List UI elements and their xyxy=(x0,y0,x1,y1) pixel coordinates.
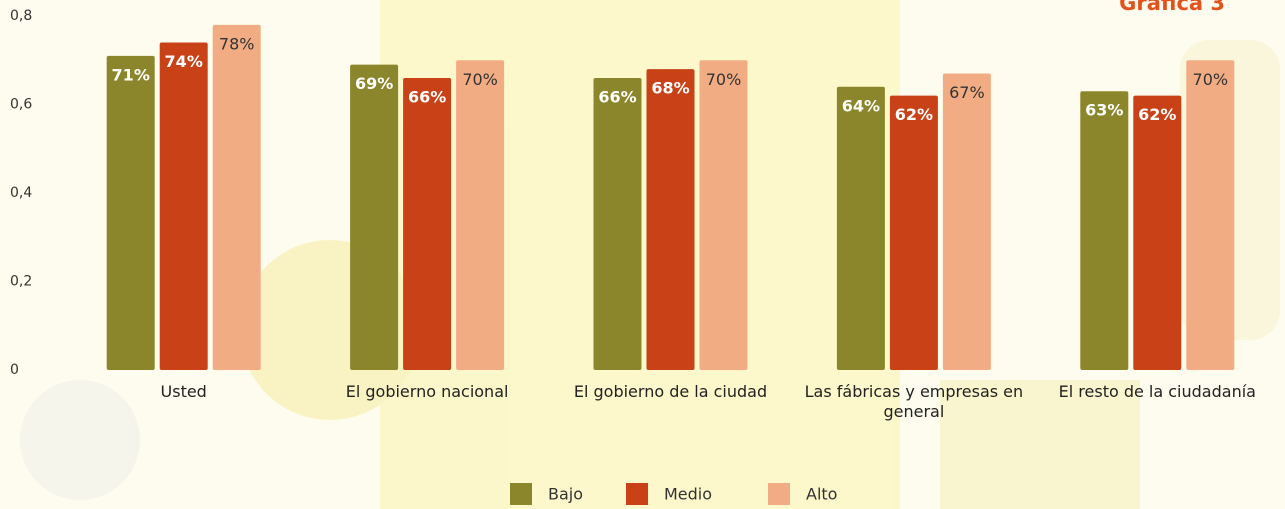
bar xyxy=(350,65,398,370)
value-label: 67% xyxy=(949,83,985,102)
value-label: 66% xyxy=(408,87,446,106)
value-label: 78% xyxy=(219,34,255,53)
bar xyxy=(647,69,695,370)
bar xyxy=(1186,60,1234,370)
legend-label: Alto xyxy=(806,485,837,504)
legend-swatch xyxy=(768,483,790,505)
bar xyxy=(594,78,642,370)
bar xyxy=(700,60,748,370)
legend-label: Medio xyxy=(664,485,712,504)
bar xyxy=(160,43,208,370)
value-label: 70% xyxy=(462,70,498,89)
x-tick-label: El gobierno nacional xyxy=(307,382,547,402)
value-label: 62% xyxy=(895,105,933,124)
value-label: 68% xyxy=(651,79,689,98)
y-tick-label: 0 xyxy=(10,362,19,378)
legend-swatch xyxy=(510,483,532,505)
y-tick-label: 0,4 xyxy=(10,185,32,201)
bar xyxy=(456,60,504,370)
y-tick-label: 0,2 xyxy=(10,274,32,290)
value-label: 74% xyxy=(165,52,203,71)
chart: Gráfica 3 0 0,2 0,4 0,6 0,8 71% 74% 78% 69% 66% 70… xyxy=(0,0,1285,509)
value-label: 66% xyxy=(598,87,636,106)
bar xyxy=(837,87,885,370)
bar xyxy=(107,56,155,370)
bar xyxy=(1133,96,1181,370)
legend-label: Bajo xyxy=(548,485,583,504)
y-tick-label: 0,8 xyxy=(10,8,32,24)
value-label: 70% xyxy=(706,70,742,89)
chart-title: Gráfica 3 xyxy=(1119,0,1225,15)
x-tick-label: Las fábricas y empresas en general xyxy=(794,382,1034,422)
y-tick-label: 0,6 xyxy=(10,97,32,113)
x-tick-label: Usted xyxy=(64,382,304,402)
bar xyxy=(943,74,991,370)
value-label: 63% xyxy=(1085,101,1123,120)
value-label: 69% xyxy=(355,74,393,93)
value-label: 70% xyxy=(1193,70,1229,89)
bar xyxy=(890,96,938,370)
value-label: 64% xyxy=(842,96,880,115)
value-label: 62% xyxy=(1138,105,1176,124)
legend-swatch xyxy=(626,483,648,505)
value-label: 71% xyxy=(112,65,150,84)
page: Gráfica 3 0 0,2 0,4 0,6 0,8 71% 74% 78% 69% 66% 70… xyxy=(0,0,1285,509)
bar xyxy=(403,78,451,370)
x-tick-label: El resto de la ciudadanía xyxy=(1037,382,1277,402)
bar xyxy=(1080,91,1128,370)
x-tick-label: El gobierno de la ciudad xyxy=(551,382,791,402)
bar xyxy=(213,25,261,370)
